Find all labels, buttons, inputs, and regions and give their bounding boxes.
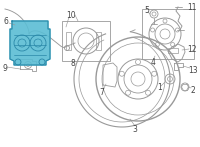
Text: 6: 6	[4, 16, 8, 25]
Text: 7: 7	[100, 87, 104, 96]
Text: 9: 9	[3, 64, 7, 72]
Text: 3: 3	[133, 125, 137, 133]
Text: 1: 1	[158, 82, 162, 91]
Text: 12: 12	[187, 45, 197, 54]
Text: 8: 8	[71, 59, 75, 67]
Text: 13: 13	[188, 66, 198, 75]
Bar	[96, 32, 101, 50]
Bar	[66, 32, 71, 50]
Bar	[62, 21, 110, 61]
Bar	[142, 9, 194, 59]
Text: 11: 11	[187, 2, 197, 11]
Text: 5: 5	[145, 5, 149, 15]
Polygon shape	[10, 21, 50, 65]
Text: 4: 4	[151, 57, 155, 66]
Bar	[168, 48, 178, 53]
Text: 2: 2	[191, 86, 195, 95]
Text: 10: 10	[66, 10, 76, 20]
